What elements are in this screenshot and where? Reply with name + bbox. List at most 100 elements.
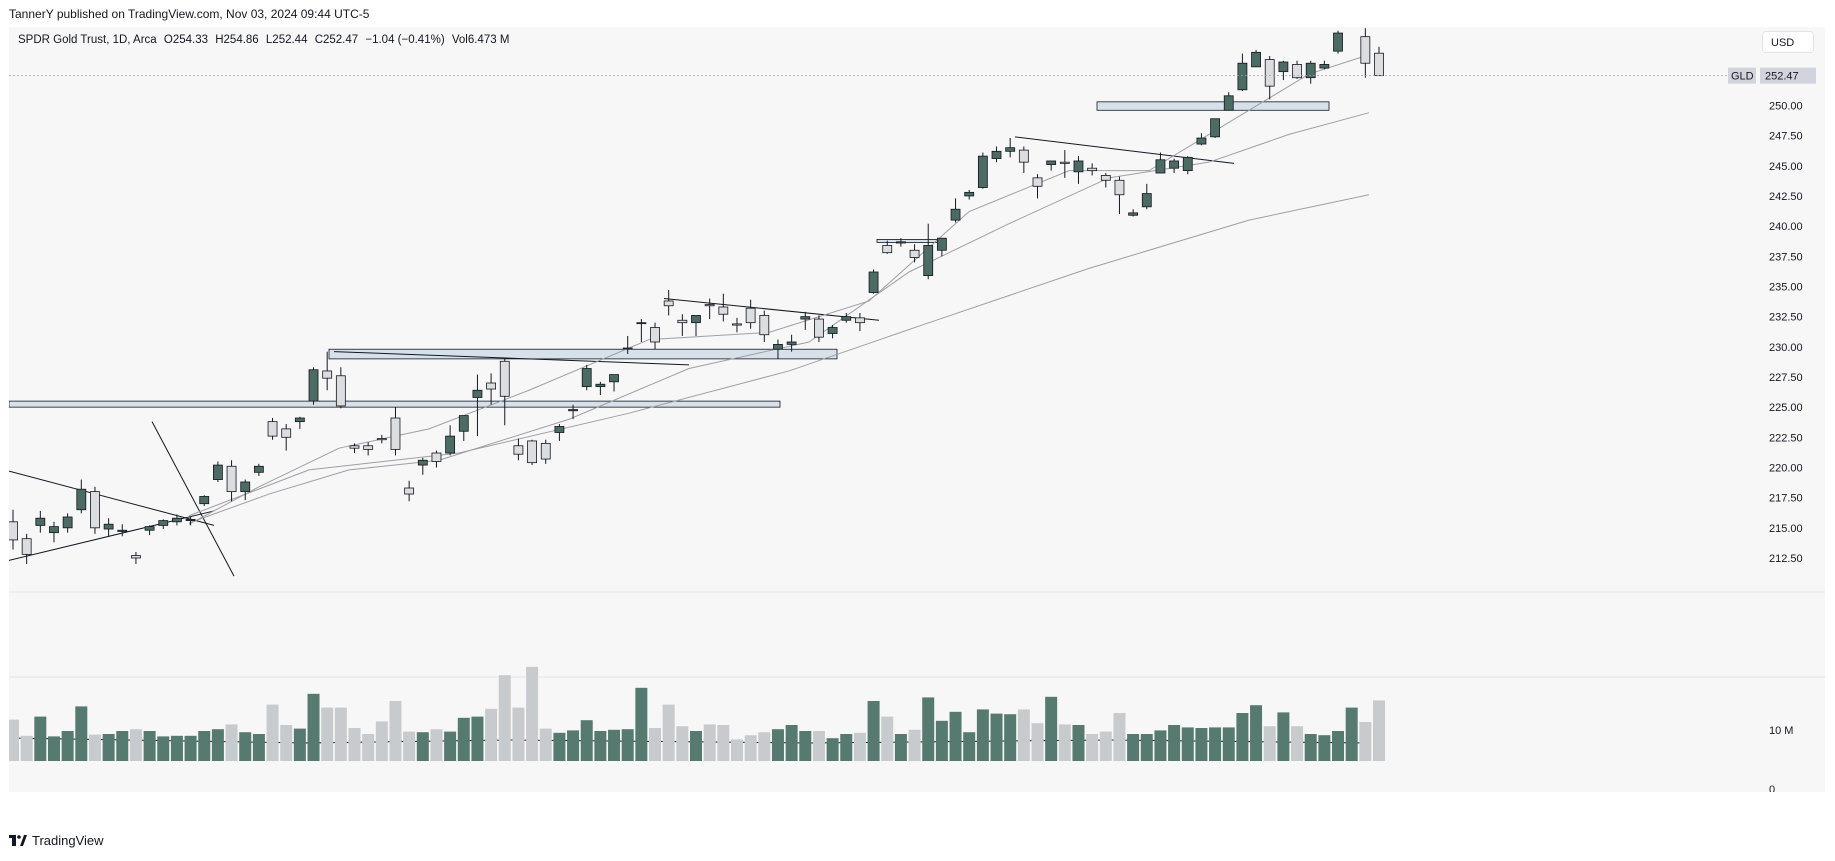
candle-body: [363, 445, 374, 450]
volume-bar: [594, 731, 607, 761]
volume-bar: [184, 735, 197, 761]
volume-bar: [280, 725, 293, 761]
candle-body: [349, 445, 360, 449]
volume-bar: [485, 708, 498, 761]
price-badge: 252.47: [1765, 71, 1799, 83]
volume-bar: [1140, 734, 1153, 761]
volume-bar: [730, 739, 743, 761]
candle-body: [991, 150, 1002, 159]
chart-area[interactable]: [9, 27, 1825, 792]
volume-bar: [935, 720, 948, 761]
volume-bar: [1345, 707, 1358, 761]
candle-body: [786, 341, 797, 345]
volume-bar: [1195, 728, 1208, 761]
candle-body: [390, 417, 401, 450]
volume-bar: [88, 734, 101, 761]
price-tick-label: 230.00: [1769, 342, 1803, 354]
volume-bar: [1332, 731, 1345, 761]
volume-bar: [1236, 713, 1249, 761]
candle-body: [841, 316, 852, 321]
candle-body: [1128, 212, 1139, 216]
volume-bar: [1209, 727, 1222, 761]
candle-body: [1141, 193, 1152, 208]
candle-body: [1087, 167, 1098, 172]
candle-body: [226, 465, 237, 493]
currency-button[interactable]: USD: [1762, 31, 1814, 53]
candle-body: [253, 465, 264, 473]
volume-bar: [430, 729, 443, 761]
brand-name: TradingView: [32, 833, 104, 848]
volume-bar: [812, 731, 825, 761]
candle-body: [486, 382, 497, 390]
candle-body: [745, 307, 756, 324]
volume-bar: [321, 707, 334, 761]
volume-bar: [1304, 734, 1317, 761]
chart-svg: 212.50 215.00 217.50 220.00 222.50 225.00 227.…: [9, 28, 1825, 792]
volume-bar: [744, 735, 757, 761]
volume-bar: [252, 734, 265, 761]
candle-body: [527, 440, 537, 464]
volume-bar: [1058, 724, 1071, 761]
volume-bar: [348, 728, 361, 761]
volume-bar: [1373, 700, 1385, 761]
candle-body: [554, 426, 565, 433]
candle-body: [212, 464, 223, 480]
volume-bar: [867, 701, 880, 761]
candle-body: [1155, 159, 1166, 174]
volume-bar: [799, 731, 812, 761]
trend-line: [9, 470, 215, 526]
legend-close: C252.47: [314, 34, 359, 46]
candle-body: [691, 315, 701, 324]
volume-bar: [662, 704, 675, 761]
published-note: TannerY published on TradingView.com, No…: [9, 7, 370, 21]
candle-body: [759, 315, 770, 336]
candle-body: [1100, 175, 1111, 181]
candle-body: [827, 327, 838, 334]
candle-body: [76, 488, 87, 511]
volume-bar: [894, 734, 907, 761]
volume-bar: [553, 732, 566, 761]
candle-body: [404, 487, 415, 495]
candle-body: [677, 319, 688, 324]
brand-logo[interactable]: TradingView: [9, 833, 104, 848]
candle-body: [103, 523, 114, 530]
candle-body: [1182, 156, 1193, 172]
price-tick-label: 240.00: [1769, 221, 1803, 233]
volume-bar: [976, 709, 989, 761]
candle-body: [1018, 149, 1029, 163]
volume-bar: [198, 731, 211, 761]
candle-body: [868, 271, 879, 293]
price-tick-label: 232.50: [1769, 312, 1803, 324]
legend: SPDR Gold Trust, 1D, Arca O254.33 H254.8…: [18, 34, 513, 46]
candle-body: [950, 208, 961, 221]
volume-bar: [211, 729, 224, 761]
candle-body: [1210, 118, 1220, 138]
volume-bar: [1318, 735, 1331, 761]
candle-body: [540, 442, 551, 460]
volume-bar: [785, 725, 798, 761]
volume-bar: [1072, 725, 1085, 761]
trend-line: [333, 351, 690, 366]
volume-bar: [34, 716, 47, 761]
price-tick-label: 217.50: [1769, 493, 1803, 505]
volume-bar: [1031, 723, 1044, 761]
volume-bar: [1277, 712, 1290, 761]
volume-bar: [853, 732, 866, 761]
candle-body: [909, 249, 920, 258]
volume-bar: [949, 711, 962, 761]
volume-bar: [1154, 730, 1167, 761]
volume-bar: [266, 704, 279, 761]
volume-bar: [1263, 726, 1276, 761]
volume-bar: [908, 729, 921, 761]
candle-body: [499, 360, 510, 397]
candle-body: [855, 317, 865, 324]
legend-symbol[interactable]: SPDR Gold Trust, 1D, Arca: [18, 34, 157, 46]
candle-body: [240, 481, 251, 493]
volume-bar: [403, 731, 416, 761]
volume-bar: [170, 735, 183, 761]
candle-body: [322, 370, 333, 379]
candle-body: [1374, 52, 1384, 77]
volume-bar: [1113, 713, 1126, 761]
candle-body: [21, 538, 32, 555]
trend-line: [151, 421, 235, 577]
